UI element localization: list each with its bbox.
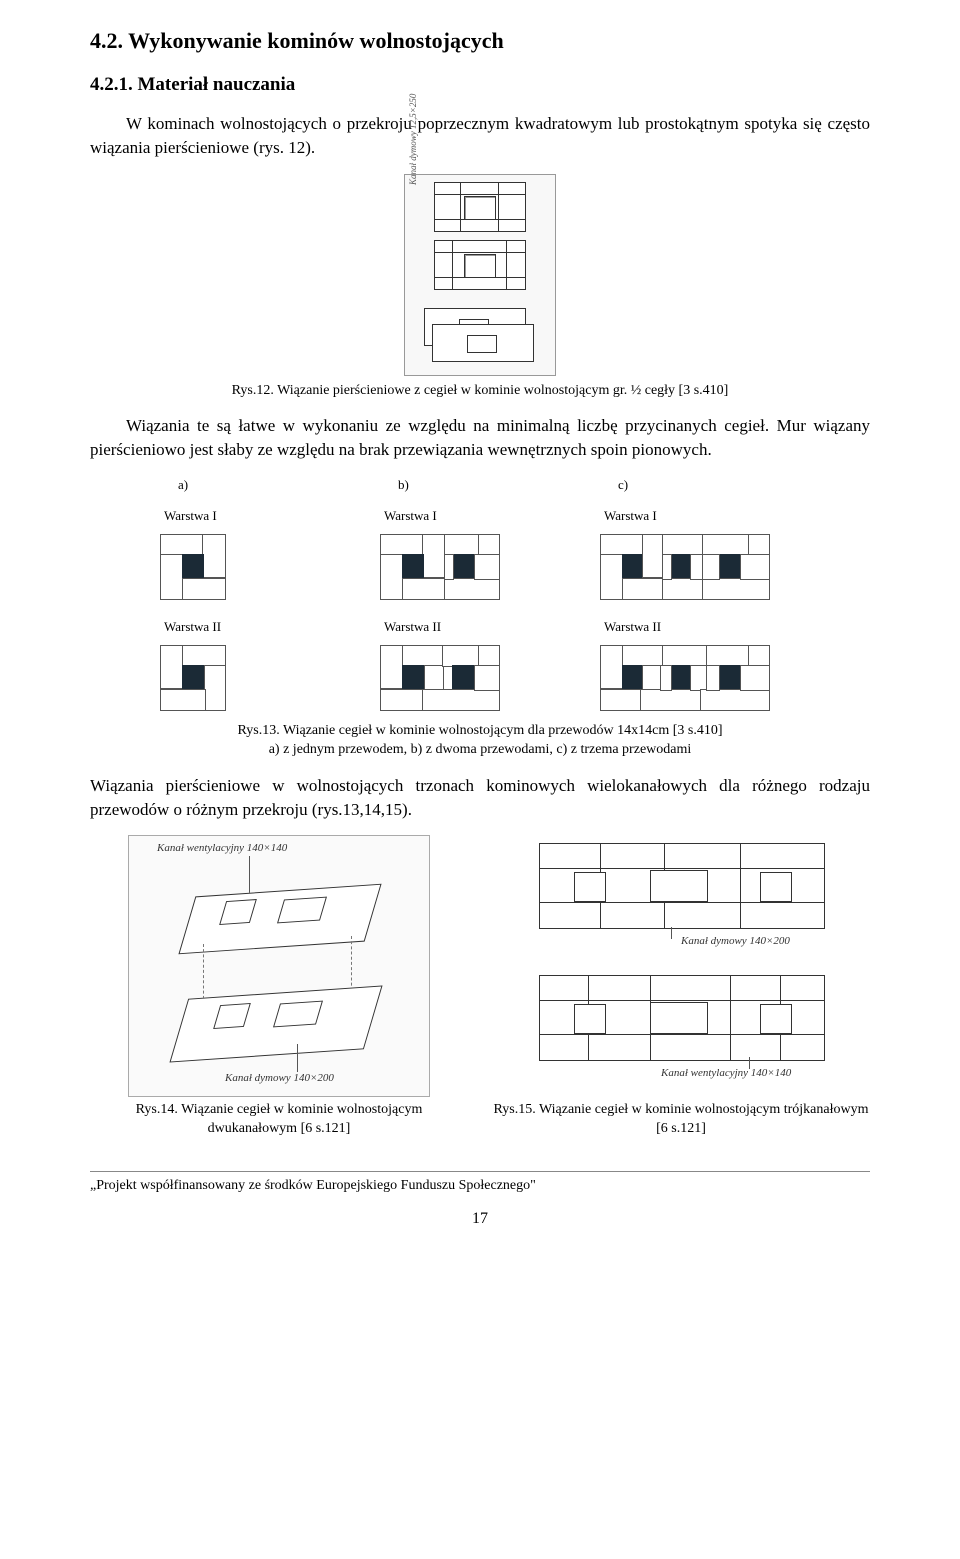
figure-13-row1-label-b: Warstwa I bbox=[380, 508, 580, 524]
figure-14: Kanał wentylacyjny 140×140 Kanał dymowy … bbox=[90, 835, 468, 1097]
figure-13-col-a: a) bbox=[160, 477, 188, 492]
paragraph-2: Wiązania te są łatwe w wykonaniu ze wzgl… bbox=[90, 414, 870, 462]
figure-13-row1-label-c: Warstwa I bbox=[600, 508, 800, 524]
figure-15-label-top: Kanał dymowy 140×200 bbox=[681, 935, 790, 947]
figures-14-15-row: Kanał wentylacyjny 140×140 Kanał dymowy … bbox=[90, 835, 870, 1097]
tile-c1 bbox=[600, 534, 770, 600]
figure-15-caption: Rys.15. Wiązanie cegieł w kominie wolnos… bbox=[492, 1101, 870, 1139]
tile-c2 bbox=[600, 645, 770, 711]
paragraph-1: W kominach wolnostojących o przekroju po… bbox=[90, 112, 870, 160]
tile-b1 bbox=[380, 534, 500, 600]
figure-13-row1-label-a: Warstwa I bbox=[160, 508, 360, 524]
figure-13-row2-label-b: Warstwa II bbox=[380, 619, 580, 635]
page: 4.2. Wykonywanie kominów wolnostojących … bbox=[0, 0, 960, 1248]
figure-14-label-top: Kanał wentylacyjny 140×140 bbox=[157, 842, 287, 854]
brick-stack bbox=[420, 298, 540, 368]
brick-ring-top bbox=[434, 182, 526, 232]
section-heading: 4.2. Wykonywanie kominów wolnostojących bbox=[90, 28, 870, 54]
footer-text: „Projekt współfinansowany ze środków Eur… bbox=[90, 1171, 870, 1194]
figure-14-15-captions: Rys.14. Wiązanie cegieł w kominie wolnos… bbox=[90, 1101, 870, 1139]
figure-12-side-label: Kanał dymowy 12,5×250 bbox=[408, 93, 418, 184]
figure-13-row2-label-c: Warstwa II bbox=[600, 619, 800, 635]
figure-13-row2-label-a: Warstwa II bbox=[160, 619, 360, 635]
figure-13: a) b) c) Warstwa I Warstwa I Warstwa I bbox=[160, 476, 800, 716]
paragraph-3: Wiązania pierścieniowe w wolnostojących … bbox=[90, 774, 870, 822]
figure-14-label-bottom: Kanał dymowy 140×200 bbox=[225, 1072, 334, 1084]
tile-a2 bbox=[160, 645, 226, 711]
figure-13-col-c: c) bbox=[600, 477, 628, 492]
figure-12-caption: Rys.12. Wiązanie pierścieniowe z cegieł … bbox=[90, 382, 870, 401]
figure-13-caption: Rys.13. Wiązanie cegieł w kominie wolnos… bbox=[90, 722, 870, 760]
figure-13-caption-line2: a) z jednym przewodem, b) z dwoma przewo… bbox=[269, 742, 692, 757]
tile-b2 bbox=[380, 645, 500, 711]
figure-13-caption-line1: Rys.13. Wiązanie cegieł w kominie wolnos… bbox=[237, 723, 722, 738]
brick-ring-mid bbox=[434, 240, 526, 290]
subsection-heading: 4.2.1. Materiał nauczania bbox=[90, 74, 870, 96]
figure-14-caption: Rys.14. Wiązanie cegieł w kominie wolnos… bbox=[90, 1101, 468, 1139]
figure-13-col-b: b) bbox=[380, 477, 409, 492]
figure-15-label-bottom: Kanał wentylacyjny 140×140 bbox=[661, 1067, 791, 1079]
figure-15: Kanał dymowy 140×200 Kanał wentylacyjny … bbox=[492, 835, 870, 1097]
page-number: 17 bbox=[90, 1210, 870, 1228]
tile-a1 bbox=[160, 534, 226, 600]
figure-12: Kanał dymowy 12,5×250 bbox=[90, 174, 870, 376]
